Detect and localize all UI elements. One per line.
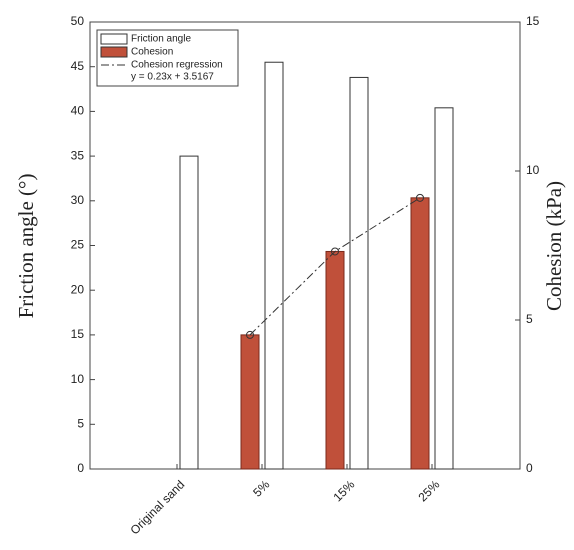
y-tick-label: 50 [71,14,85,28]
regression-point [331,247,339,256]
plot-frame [89,21,521,470]
y2-tick-label: 5 [526,312,533,326]
y-tick-label: 30 [71,193,85,207]
y-tick-label: 10 [71,372,85,386]
legend-swatch [100,46,128,58]
x-tick-label: Original sand [127,477,187,537]
legend-equation: y = 0.23x + 3.5167 [131,72,214,83]
bar [179,155,199,470]
y2-tick-label: 15 [526,14,540,28]
bar [240,334,260,470]
y-tick-label: 15 [71,327,85,341]
bar [434,107,454,470]
regression-point [416,193,424,202]
legend-label: Cohesion regression [131,60,223,71]
bar [264,61,284,470]
legend-swatch [100,33,128,45]
y-axis-title: Friction angle (°) [14,174,38,319]
y2-tick-label: 10 [526,163,540,177]
regression-line [249,197,421,336]
y-tick-label: 5 [77,416,84,430]
y-tick-label: 40 [71,104,85,118]
x-tick-label: 15% [330,477,357,504]
y2-tick-label: 0 [526,461,533,475]
y-tick-label: 20 [71,282,85,296]
y-tick-label: 45 [71,59,85,73]
bar [325,250,345,470]
bar [349,76,369,470]
x-tick-label: 5% [250,477,272,499]
regression-point [246,330,254,339]
y2-axis-title: Cohesion (kPa) [542,181,566,311]
y-tick-label: 25 [71,238,85,252]
x-tick-label: 25% [415,477,442,504]
y-tick-label: 0 [77,461,84,475]
y-tick-label: 35 [71,148,85,162]
legend-label: Cohesion [131,47,173,58]
bar [410,197,430,470]
legend-label: Friction angle [131,34,191,45]
